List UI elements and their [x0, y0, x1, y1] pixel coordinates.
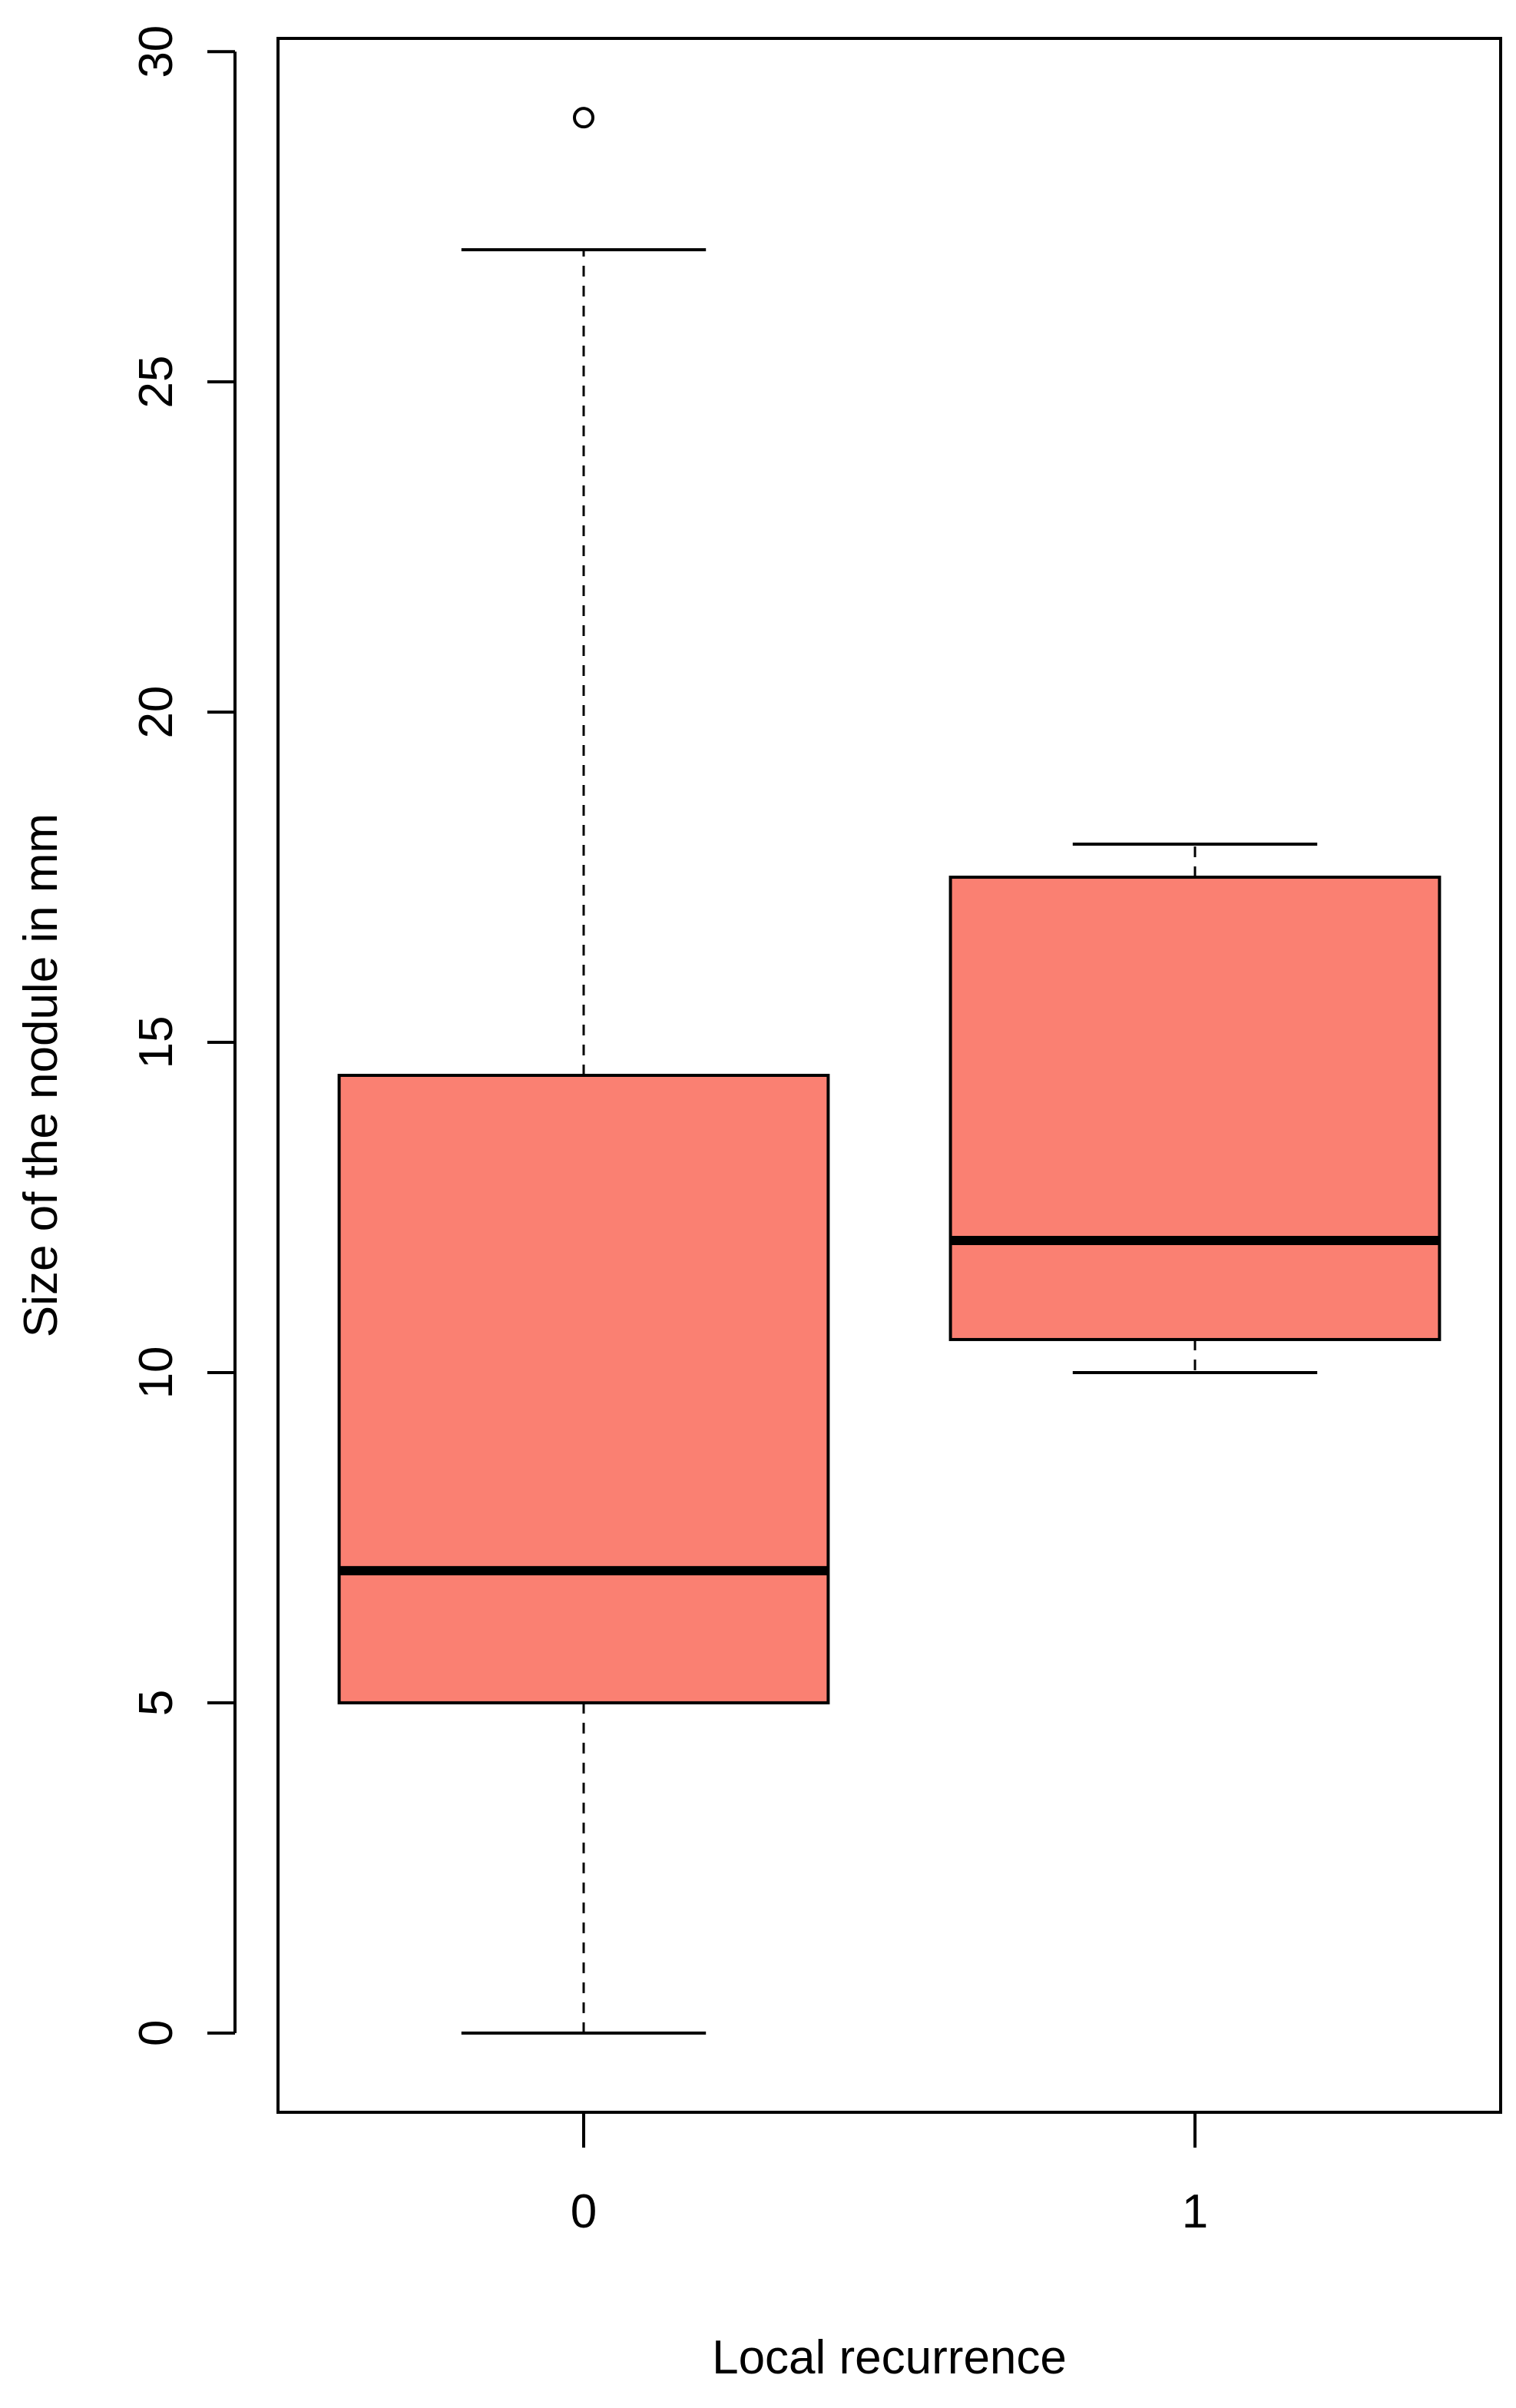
y-tick-label: 20 [130, 686, 183, 739]
y-axis-label: Size of the nodule in mm [15, 813, 68, 1337]
y-tick-label: 0 [130, 2020, 183, 2046]
box-group-0 [337, 107, 830, 2035]
x-tick-label: 0 [571, 2185, 597, 2238]
iqr-box [948, 876, 1442, 1341]
plot-frame [276, 37, 1502, 2114]
iqr-box [337, 1074, 830, 1704]
y-tick-label: 10 [130, 1346, 183, 1399]
y-tick-label: 15 [130, 1016, 183, 1069]
x-tick-label: 1 [1182, 2185, 1208, 2238]
y-tick-label: 25 [130, 356, 183, 409]
y-tick-label: 30 [130, 25, 183, 78]
outlier-point [573, 107, 594, 129]
y-tick-label: 5 [130, 1690, 183, 1716]
box-group-1 [948, 843, 1442, 1374]
x-axis-label: Local recurrence [712, 2331, 1067, 2384]
